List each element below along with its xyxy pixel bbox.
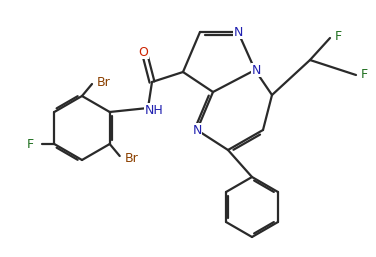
- Text: N: N: [233, 25, 243, 39]
- Text: N: N: [251, 63, 261, 77]
- Text: F: F: [334, 30, 341, 42]
- Text: N: N: [192, 124, 202, 136]
- Text: Br: Br: [97, 76, 111, 88]
- Text: Br: Br: [125, 151, 139, 164]
- Text: F: F: [361, 69, 368, 81]
- Text: O: O: [138, 45, 148, 59]
- Text: NH: NH: [145, 104, 164, 116]
- Text: F: F: [27, 137, 34, 151]
